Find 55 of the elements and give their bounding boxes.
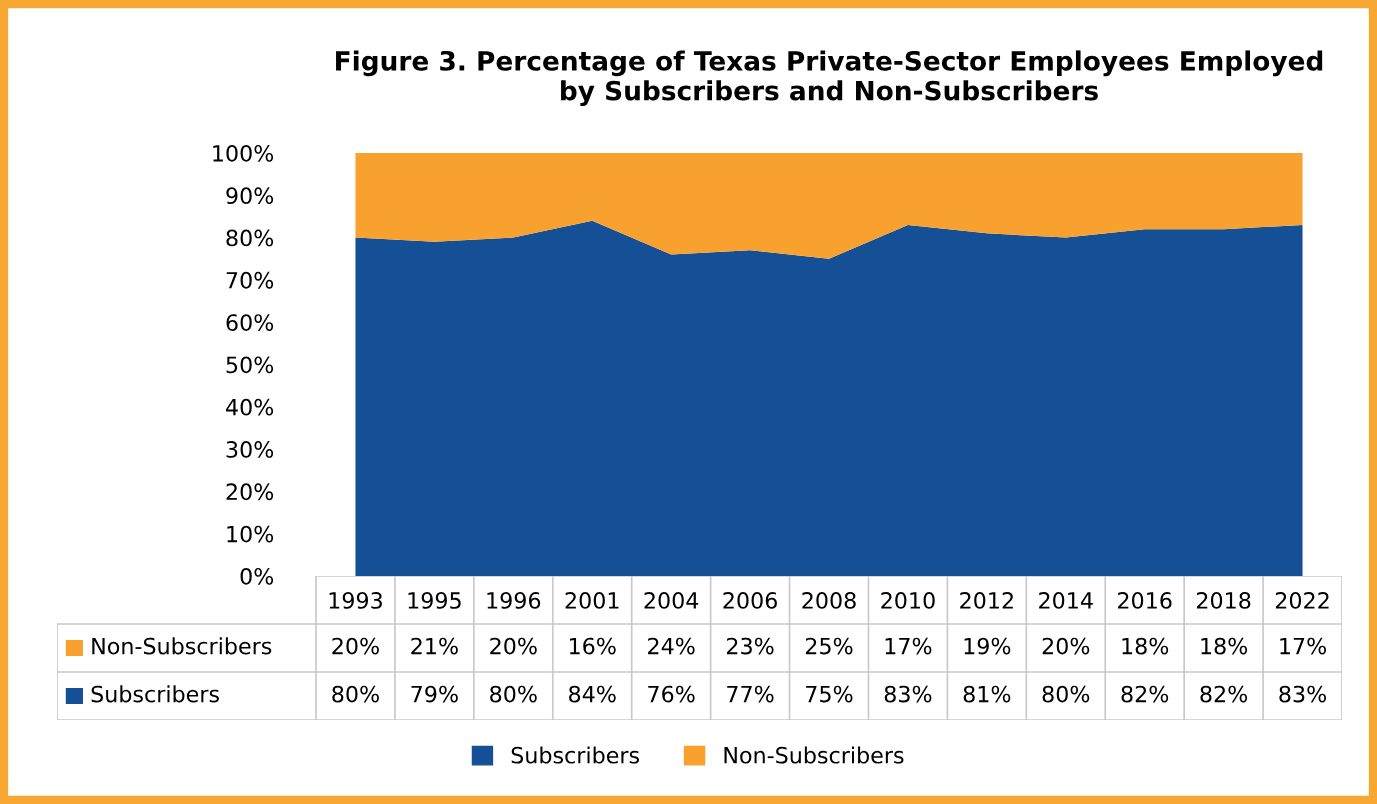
x-tick-label: 2014 xyxy=(1039,592,1093,609)
data-label: 83% xyxy=(884,685,932,703)
x-tick-label: 2008 xyxy=(802,592,856,609)
data-label: 80% xyxy=(1042,685,1090,703)
y-tick-label: 20% xyxy=(226,483,274,501)
data-label: 76% xyxy=(648,685,695,703)
chart-title: Figure 3. Percentage of Texas Private-Sector Employees Employed by Subscribers and Non-Subscribers xyxy=(336,50,1323,106)
x-tick-label: 2004 xyxy=(644,592,699,609)
data-label: 18% xyxy=(1122,637,1169,655)
data-label: 16% xyxy=(569,637,616,655)
x-tick-label: 1996 xyxy=(487,592,541,609)
x-tick-label: 2012 xyxy=(960,592,1013,609)
legend-label: Non-Subscribers xyxy=(92,637,272,655)
x-tick-label: 2001 xyxy=(565,592,619,609)
data-label: 77% xyxy=(727,685,774,703)
y-tick-label: 80% xyxy=(226,229,274,247)
text: Non-Subscribers xyxy=(724,746,904,764)
y-tick-label: 40% xyxy=(226,398,274,416)
legend-label: Subscribers xyxy=(511,746,640,764)
y-tick-label: 60% xyxy=(226,314,274,331)
data-label: 20% xyxy=(490,637,537,655)
y-tick-label: 0% xyxy=(240,567,274,585)
data-label: 21% xyxy=(411,637,458,655)
data-label: 25% xyxy=(805,637,853,655)
data-label: 20% xyxy=(332,637,379,655)
data-label: 75% xyxy=(806,685,853,703)
data-label: 23% xyxy=(727,637,774,655)
y-tick-label: 10% xyxy=(227,525,274,543)
data-label: 17% xyxy=(1280,637,1327,655)
x-tick-label: 1993 xyxy=(329,592,382,609)
data-label: 17% xyxy=(885,637,932,655)
data-label: 19% xyxy=(964,637,1011,655)
data-label: 84% xyxy=(569,685,616,703)
data-label: 80% xyxy=(490,685,537,703)
data-label: 81% xyxy=(963,685,1011,703)
x-tick-label: 2018 xyxy=(1196,592,1251,609)
y-tick-label: 90% xyxy=(226,187,274,205)
data-label: 80% xyxy=(332,685,379,703)
data-label: 79% xyxy=(411,685,458,703)
y-tick-label: 50% xyxy=(226,356,274,374)
data-label: 82% xyxy=(1200,685,1248,703)
data-label: 83% xyxy=(1279,685,1327,703)
x-tick-label: 2022 xyxy=(1275,592,1329,609)
y-tick-label: 30% xyxy=(226,441,274,458)
text: Subscribers xyxy=(91,685,219,703)
data-label: 20% xyxy=(1042,637,1090,655)
x-tick-label: 2010 xyxy=(881,592,935,609)
data-label: 82% xyxy=(1121,685,1169,703)
y-tick-label: 70% xyxy=(226,271,274,289)
x-tick-label: 2006 xyxy=(723,592,777,609)
y-tick-label: 100% xyxy=(213,144,274,162)
data-label: 18% xyxy=(1201,637,1248,655)
x-tick-label: 1995 xyxy=(408,592,461,609)
x-tick-label: 2016 xyxy=(1118,592,1172,609)
data-label: 24% xyxy=(648,637,695,655)
